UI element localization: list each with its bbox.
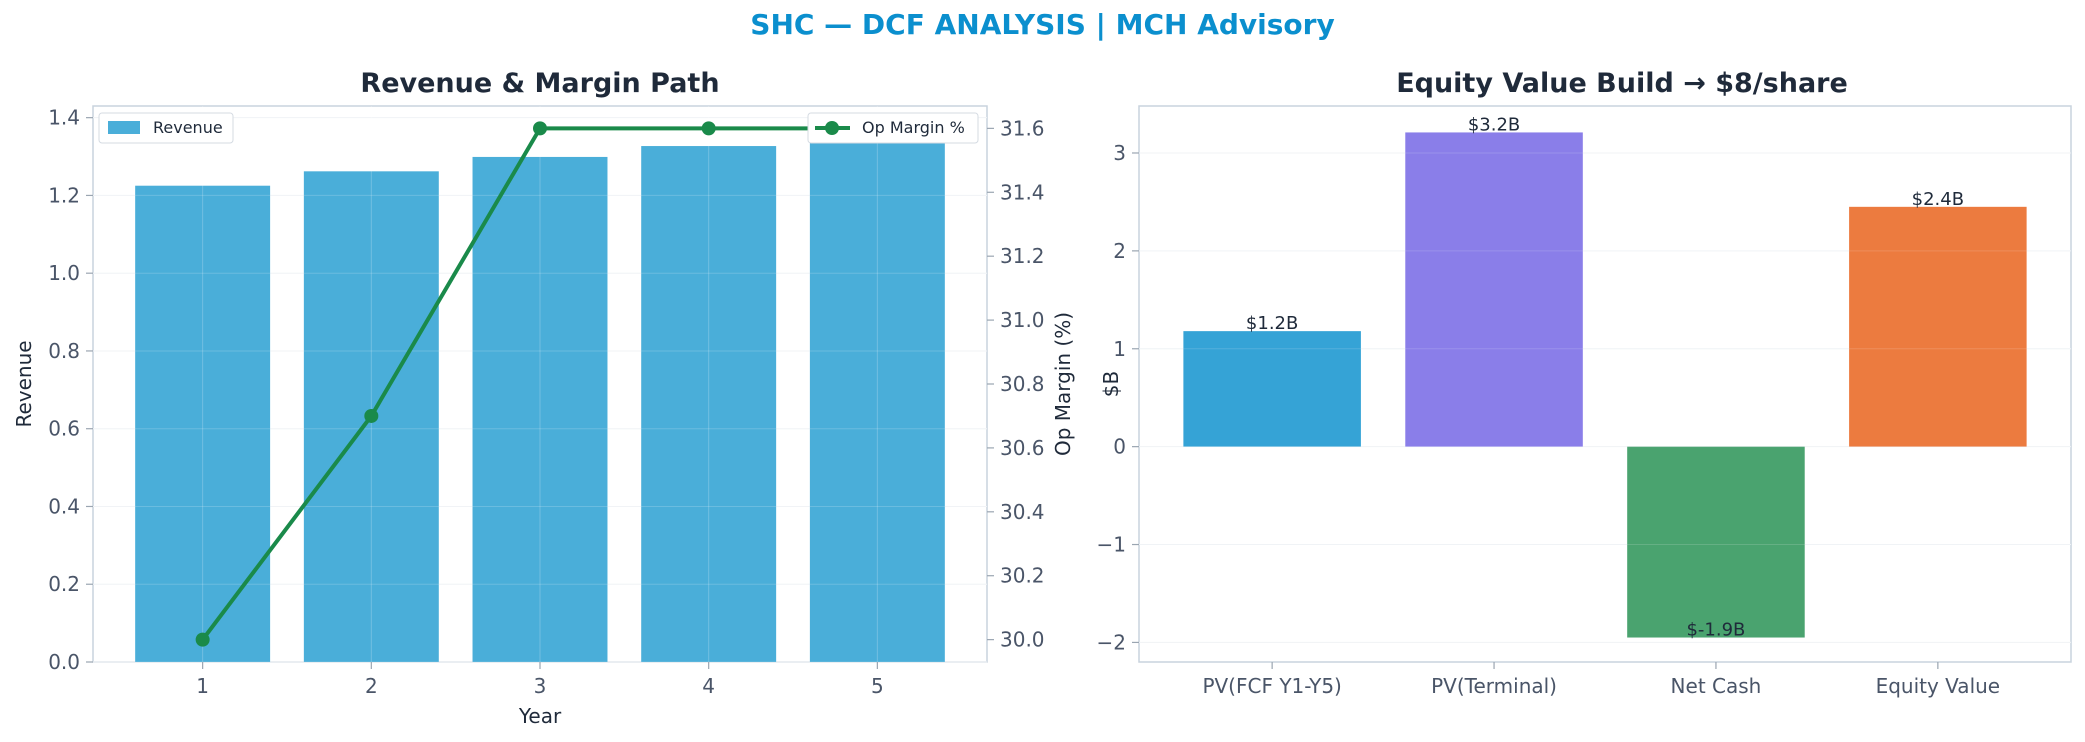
op-margin-legend-marker [825,121,839,135]
y-tick-label: 3 [1113,141,1126,165]
revenue-legend-box [98,112,234,144]
x-tick-label: Equity Value [1876,674,2001,698]
y-tick-label: 2 [1113,239,1126,263]
y-tick-label: 0.8 [48,339,80,363]
y2-tick-label: 30.8 [1000,372,1045,396]
y2-tick-label: 31.6 [1000,116,1045,140]
equity-bars [1139,132,2071,643]
y-tick-label: 1 [1113,337,1126,361]
left-y-ticks: 0.0 0.2 0.4 0.6 0.8 1.0 1.2 1.4 [48,106,93,674]
op-margin-legend-label: Op Margin % [862,118,965,137]
y2-tick-label: 30.2 [1000,564,1045,588]
revenue-bar [472,156,608,662]
equity-bar [1405,132,1583,447]
x-tick-label: 3 [534,674,547,698]
y-tick-label: 0 [1113,435,1126,459]
y-tick-label: 0.2 [48,572,80,596]
y-tick-label: 1.4 [48,106,80,130]
equity-bar [1627,446,1805,638]
revenue-legend-swatch [108,121,140,134]
op-margin-series [195,121,885,647]
y-tick-label: −1 [1097,533,1126,557]
op-margin-point [533,121,547,136]
x-tick-label: 1 [196,674,209,698]
y2-tick-label: 31.0 [1000,308,1045,332]
x-tick-label: 2 [365,674,378,698]
equity-bar [1183,331,1361,447]
revenue-bar [809,133,945,662]
y2-tick-label: 30.4 [1000,500,1045,524]
y2-tick-label: 30.0 [1000,628,1045,652]
op-margin-legend: Op Margin % [807,112,979,144]
revenue-bar [641,146,777,662]
op-margin-point [195,632,210,647]
bar-data-label: $1.2B [1246,313,1298,334]
y-tick-label: 0.6 [48,417,80,441]
left-x-axis-label: Year [518,704,562,728]
x-tick-label: PV(FCF Y1-Y5) [1202,674,1341,698]
left-x-ticks: 1 2 3 4 5 [196,662,884,698]
revenue-legend: Revenue [98,112,234,144]
right-y-ticks: 30.0 30.2 30.4 30.6 30.8 31.0 31.2 31.4 31.6 [987,116,1045,652]
y-tick-label: 0.4 [48,494,80,518]
x-tick-label: 4 [702,674,715,698]
op-margin-point [701,121,716,136]
y2-tick-label: 30.6 [1000,436,1045,460]
revenue-legend-label: Revenue [153,118,223,137]
right-y-axis-label: Op Margin (%) [1051,312,1075,456]
right-chart-x-ticks: PV(FCF Y1-Y5) PV(Terminal) Net Cash Equity … [1202,662,2000,698]
y2-tick-label: 31.2 [1000,244,1045,268]
x-tick-label: 5 [871,674,884,698]
y-tick-label: −2 [1097,630,1126,654]
bar-data-label: $2.4B [1912,189,1964,210]
left-y-axis-label: Revenue [12,340,36,427]
y-tick-label: 0.0 [48,650,80,674]
figure-title: SHC — DCF ANALYSIS | MCH Advisory [750,8,1335,41]
revenue-bars [93,106,987,663]
revenue-margin-chart: 0.00.20.40.60.81.01.21.4 30.030.230.430.… [12,68,1075,728]
bar-data-label: $3.2B [1468,114,1520,135]
op-margin-legend-box [807,112,979,144]
right-chart-y-axis-label: $B [1099,371,1123,397]
equity-bar [1849,206,2027,447]
equity-bar-labels: $1.2B $3.2B $-1.9B $2.4B [1246,114,1964,640]
right-chart-title: Equity Value Build → $8/share [1396,68,1848,99]
y-tick-label: 1.2 [48,183,80,207]
y-tick-label: 1.0 [48,261,80,285]
op-margin-point [364,408,379,423]
bar-data-label: $-1.9B [1686,620,1745,641]
right-chart-y-ticks: −2 −1 0 1 2 3 [1097,141,1139,654]
left-chart-title: Revenue & Margin Path [360,68,719,99]
y2-tick-label: 31.4 [1000,180,1045,204]
equity-value-chart: $1.2B $3.2B $-1.9B $2.4B −2 −1 0 1 2 3 PV(FCF Y1… [1097,68,2072,698]
x-tick-label: PV(Terminal) [1431,674,1557,698]
x-tick-label: Net Cash [1671,674,1762,698]
